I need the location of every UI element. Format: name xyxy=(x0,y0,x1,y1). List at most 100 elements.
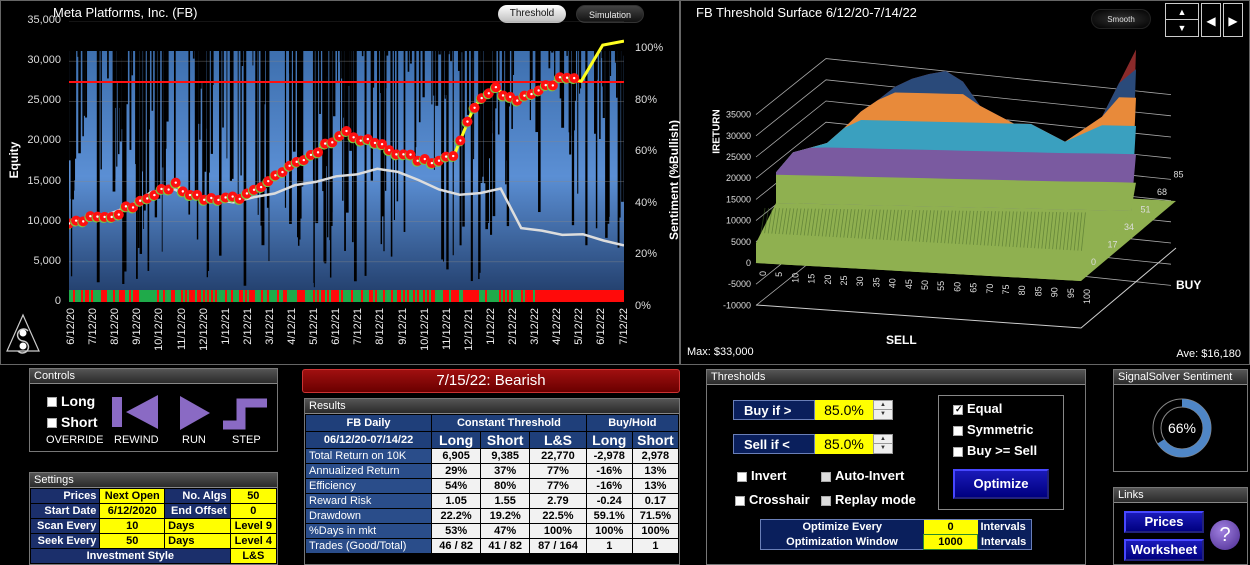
short-checkbox[interactable]: Short xyxy=(47,414,98,430)
sentiment-value: 66% xyxy=(1167,420,1197,436)
spin-down-icon[interactable]: ▼ xyxy=(880,445,886,451)
symmetric-checkbox[interactable]: Symmetric xyxy=(953,422,1033,437)
signal-bar xyxy=(341,290,343,302)
auto-invert-checkbox[interactable]: Auto-Invert xyxy=(821,468,904,483)
sentiment-spike xyxy=(229,51,233,181)
sentiment-arc xyxy=(1157,399,1211,457)
start-date-label: Start Date xyxy=(29,503,101,519)
trade-marker-dot xyxy=(316,151,320,154)
threshold-button[interactable]: Threshold xyxy=(498,5,566,23)
sentiment-spike xyxy=(376,51,380,145)
trade-marker-dot xyxy=(409,153,412,156)
scan-every-input[interactable]: 10 xyxy=(99,518,166,534)
signal-bar xyxy=(185,290,187,302)
signal-bar xyxy=(543,290,545,302)
investment-style-select[interactable]: L&S xyxy=(229,548,278,564)
threshold-surface-plot[interactable]: 35000300002500020000150001000050000-5000… xyxy=(681,31,1249,341)
spin-down-icon[interactable]: ▼ xyxy=(880,411,886,417)
surface-chart-panel: FB Threshold Surface 6/12/20-7/14/22 Smo… xyxy=(680,0,1250,365)
smooth-button[interactable]: Smooth xyxy=(1091,9,1151,29)
sentiment-spike xyxy=(347,51,350,86)
trade-marker-dot xyxy=(160,187,163,191)
no-algs-input[interactable]: 50 xyxy=(229,488,278,504)
rewind-button[interactable] xyxy=(112,395,160,431)
signal-bar xyxy=(597,290,599,302)
seek-every-input[interactable]: 50 xyxy=(99,533,166,549)
arrow-right-icon[interactable]: ▶ xyxy=(1223,3,1243,37)
surface-stripe xyxy=(807,208,813,236)
sentiment-spike xyxy=(237,51,239,195)
optimize-every-input[interactable]: 0 xyxy=(923,519,978,535)
signal-bar xyxy=(229,290,231,302)
results-title: FB Daily xyxy=(304,414,433,432)
sentiment-spike xyxy=(618,51,621,82)
signal-bar xyxy=(285,290,287,302)
optimize-every-label: Optimize Every xyxy=(802,521,882,534)
sentiment-spike xyxy=(618,51,621,218)
optimization-window-input[interactable]: 1000 xyxy=(923,534,978,550)
arrow-left-icon[interactable]: ◀ xyxy=(1201,3,1221,37)
sell-threshold-spinner[interactable]: ▲ ▼ xyxy=(873,434,893,454)
signal-bar xyxy=(585,290,587,302)
trade-marker-dot xyxy=(444,155,448,158)
simulation-button[interactable]: Simulation xyxy=(576,5,644,23)
sentiment-spike xyxy=(135,51,139,209)
sentiment-spike xyxy=(202,51,205,203)
row-label: Efficiency xyxy=(304,478,433,494)
sell-tick: 25 xyxy=(839,276,849,286)
buy-threshold-input[interactable]: 85.0% xyxy=(815,400,873,420)
prices-link-button[interactable]: Prices xyxy=(1124,511,1204,533)
row-value: 22.2% xyxy=(431,508,482,524)
crosshair-checkbox[interactable]: Crosshair xyxy=(735,492,810,507)
buy-tick: 85 xyxy=(1174,170,1184,180)
row-value: 19.2% xyxy=(480,508,531,524)
signalsolver-logo xyxy=(6,313,40,354)
sentiment-spike xyxy=(479,51,481,273)
sell-tick: 5 xyxy=(774,272,784,277)
equity-plot[interactable] xyxy=(69,21,624,306)
spin-up-icon[interactable]: ▲ xyxy=(874,401,892,410)
invert-checkbox[interactable]: Invert xyxy=(737,468,786,483)
arrow-down-icon[interactable]: ▼ xyxy=(1177,23,1187,33)
start-date-input[interactable]: 6/12/2020 xyxy=(99,503,166,519)
trade-marker-dot xyxy=(352,136,355,139)
sentiment-spike xyxy=(551,51,554,53)
sentiment-tick: 20% xyxy=(635,248,658,260)
end-offset-input[interactable]: 0 xyxy=(229,503,278,519)
row-value: 77% xyxy=(529,463,587,479)
buy-ge-sell-checkbox[interactable]: Buy >= Sell xyxy=(953,443,1037,458)
sentiment-banner: 7/15/22: Bearish xyxy=(302,369,680,393)
buy-threshold-spinner[interactable]: ▲ ▼ xyxy=(873,400,893,420)
surface-stripe xyxy=(771,208,777,234)
help-button[interactable]: ? xyxy=(1210,520,1240,550)
seek-level-select[interactable]: Level 4 xyxy=(229,533,278,549)
signal-bar xyxy=(191,290,193,302)
scan-level-select[interactable]: Level 9 xyxy=(229,518,278,534)
replay-mode-checkbox[interactable]: Replay mode xyxy=(821,492,916,507)
equal-checkbox[interactable]: Equal xyxy=(953,401,1002,416)
sentiment-spike xyxy=(129,51,132,150)
prices-select[interactable]: Next Open xyxy=(99,488,166,504)
sentiment-axis-label: Sentiment (%Bullish) xyxy=(667,120,681,241)
worksheet-link-button[interactable]: Worksheet xyxy=(1124,539,1204,561)
step-button[interactable] xyxy=(221,397,269,431)
sentiment-spike xyxy=(324,51,327,264)
surface-stripe xyxy=(904,209,910,242)
signal-bar xyxy=(313,290,315,302)
surface-stripe xyxy=(1012,211,1018,248)
run-button[interactable] xyxy=(177,395,213,431)
sell-threshold-input[interactable]: 85.0% xyxy=(815,434,873,454)
optimize-button[interactable]: Optimize xyxy=(953,469,1049,499)
signal-bar xyxy=(515,290,517,302)
sentiment-spike xyxy=(602,51,604,87)
signal-bar xyxy=(267,290,269,302)
trade-marker-dot xyxy=(416,159,419,163)
long-checkbox[interactable]: Long xyxy=(47,393,95,409)
signal-bar xyxy=(499,290,501,302)
signal-bar xyxy=(487,290,489,302)
spin-up-icon[interactable]: ▲ xyxy=(874,435,892,444)
date-tick: 5/12/21 xyxy=(308,308,321,345)
signal-bar xyxy=(81,290,83,302)
arrow-up-icon[interactable]: ▲ xyxy=(1166,4,1198,20)
trade-marker-dot xyxy=(96,215,99,218)
